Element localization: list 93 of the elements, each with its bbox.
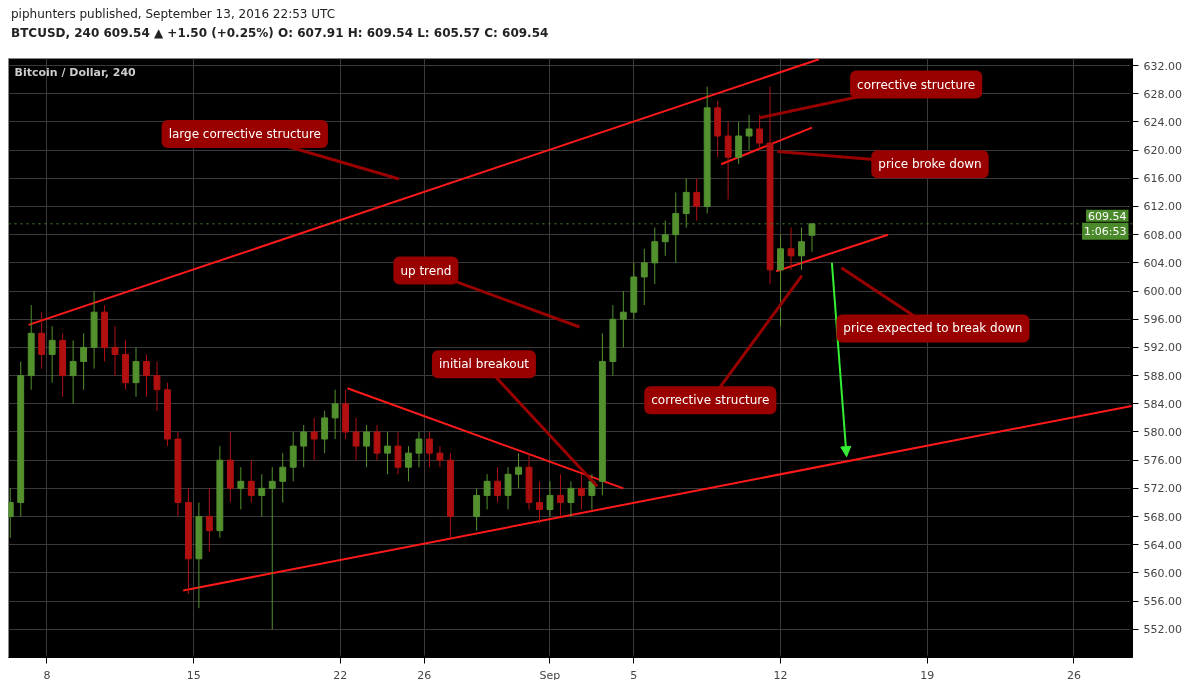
candlestick: [279, 452, 287, 503]
candlestick: [289, 431, 297, 482]
x-tick-label: 19: [920, 668, 935, 680]
candlestick: [693, 177, 701, 222]
candlestick: [787, 227, 795, 271]
y-tick-label: 572.00: [1143, 482, 1182, 496]
y-tick-label: 604.00: [1143, 256, 1182, 270]
candlestick: [536, 480, 543, 525]
candlestick: [258, 473, 266, 518]
y-tick-label: 588.00: [1143, 369, 1182, 383]
candlestick: [798, 227, 805, 271]
x-tick-label: 26: [417, 668, 432, 680]
annotation: up trend: [400, 263, 452, 278]
ref-line-label: 609.54: [1088, 209, 1127, 223]
candlestick: [546, 480, 554, 518]
y-tick-label: 620.00: [1143, 144, 1182, 158]
candlestick: [557, 473, 564, 518]
candlestick: [777, 234, 784, 327]
candlestick: [745, 114, 753, 151]
candlestick: [724, 121, 732, 200]
x-tick-label: 26: [1066, 668, 1081, 680]
candlestick: [651, 227, 659, 285]
y-tick-label: 552.00: [1143, 623, 1182, 637]
candlestick: [619, 290, 627, 348]
candlestick: [588, 473, 596, 511]
y-tick-label: 624.00: [1143, 115, 1182, 129]
x-tick-label: 15: [186, 668, 201, 680]
candlestick: [143, 353, 150, 398]
text: BTCUSD, 240 609.54 ▲ +1.50 (+0.25%) O: 607.91 H: 609.54 L: 605.57 C: 609.54: [11, 25, 549, 42]
candlestick: [331, 389, 339, 440]
candlestick: [205, 487, 213, 553]
candlestick: [38, 311, 46, 370]
y-tick-label: 564.00: [1143, 538, 1182, 552]
y-tick-label: 632.00: [1143, 59, 1182, 73]
candlestick: [69, 339, 77, 405]
annotation: initial breakout: [438, 357, 530, 372]
candlestick: [48, 325, 56, 384]
annotation: price broke down: [878, 157, 982, 172]
y-tick-label: 592.00: [1143, 341, 1182, 355]
candlestick: [756, 114, 764, 151]
y-tick-label: 628.00: [1143, 87, 1182, 101]
candlestick: [373, 424, 381, 461]
y-tick-label: 616.00: [1143, 172, 1182, 186]
annotation: large corrective structure: [168, 126, 321, 141]
candlestick: [8, 487, 14, 539]
annotation: 1:06:53: [1084, 224, 1127, 238]
candlestick: [268, 466, 276, 630]
x-tick-label: 5: [630, 668, 638, 680]
y-tick-label: 612.00: [1143, 200, 1182, 214]
y-tick-label: 568.00: [1143, 510, 1182, 524]
y-tick-label: 584.00: [1143, 397, 1182, 411]
candlestick: [426, 431, 433, 468]
x-tick-label: 12: [773, 668, 788, 680]
candlestick: [352, 417, 360, 461]
annotation: corrective structure: [857, 77, 976, 92]
candlestick: [405, 445, 412, 482]
x-tick-label: 22: [333, 668, 348, 680]
candlestick: [384, 431, 391, 475]
candlestick: [515, 452, 522, 489]
candlestick: [494, 466, 502, 503]
candlestick: [735, 121, 743, 165]
candlestick: [300, 424, 308, 468]
annotation: corrective structure: [651, 393, 770, 408]
candlestick: [504, 466, 512, 511]
candlestick: [363, 424, 371, 468]
candlestick: [567, 480, 575, 518]
x-tick-label: 8: [43, 668, 51, 680]
candlestick: [640, 248, 648, 306]
candlestick: [132, 346, 140, 398]
x-tick-label: Sep: [539, 668, 561, 680]
candlestick: [321, 410, 329, 454]
candlestick: [111, 325, 119, 377]
y-tick-label: 560.00: [1143, 566, 1182, 580]
annotation: price expected to break down: [843, 321, 1023, 336]
candlestick: [577, 473, 585, 511]
text: Bitcoin / Dollar, 240: [14, 65, 137, 79]
candlestick: [310, 417, 318, 461]
candlestick: [80, 332, 88, 391]
candlestick: [473, 487, 481, 532]
candlestick: [153, 361, 161, 412]
candlestick: [247, 459, 255, 503]
y-tick-label: 596.00: [1143, 313, 1182, 327]
candlestick: [436, 445, 444, 468]
y-tick-label: 580.00: [1143, 425, 1182, 439]
candlestick: [237, 466, 245, 511]
text: piphunters published, September 13, 2016 22:53 UTC: [11, 6, 337, 23]
y-tick-label: 576.00: [1143, 454, 1182, 468]
y-tick-label: 608.00: [1143, 228, 1182, 242]
candlestick: [394, 431, 402, 475]
y-tick-label: 556.00: [1143, 595, 1182, 609]
candlestick: [483, 473, 491, 511]
candlestick: [415, 431, 423, 468]
y-tick-label: 600.00: [1143, 285, 1182, 299]
